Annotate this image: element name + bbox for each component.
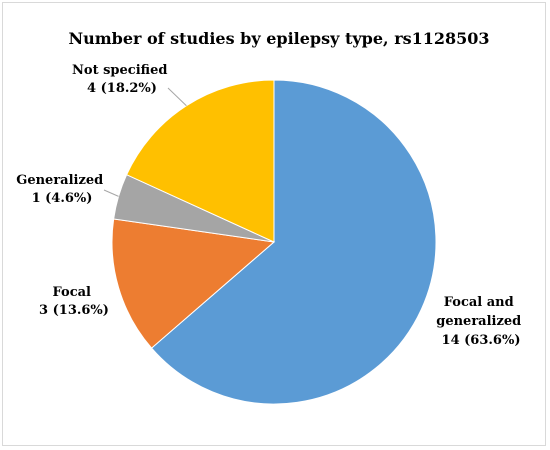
data-label-not-specified: Not specified 4 (18.2%) (72, 63, 172, 96)
data-label-line: 1 (4.6%) (32, 191, 93, 206)
data-label-line: Focal and (444, 295, 514, 310)
data-label-line: generalized (436, 314, 521, 329)
pie-slice-focal-and-generalized (150, 79, 437, 405)
data-label-focal: Focal 3 (13.6%) (39, 285, 109, 318)
chart-title: Number of studies by epilepsy type, rs11… (68, 29, 489, 48)
pie-slice-not-specified (125, 79, 275, 243)
leader-line-generalized (103, 189, 119, 197)
data-label-line: Focal (53, 285, 92, 300)
pie-slice-focal (111, 218, 276, 349)
data-label-line: Generalized (16, 173, 103, 188)
leader-lines (103, 87, 187, 197)
pie-slices (111, 79, 437, 405)
data-label-generalized: Generalized 1 (4.6%) (16, 173, 108, 206)
leader-line-not-specified (167, 87, 187, 107)
data-label-line: Not specified (72, 63, 167, 78)
data-label-focal-and-generalized: Focal and generalized 14 (63.6%) (436, 295, 526, 348)
data-label-line: 3 (13.6%) (39, 303, 109, 318)
data-label-line: 4 (18.2%) (87, 81, 157, 96)
data-label-line: 14 (63.6%) (442, 333, 521, 348)
